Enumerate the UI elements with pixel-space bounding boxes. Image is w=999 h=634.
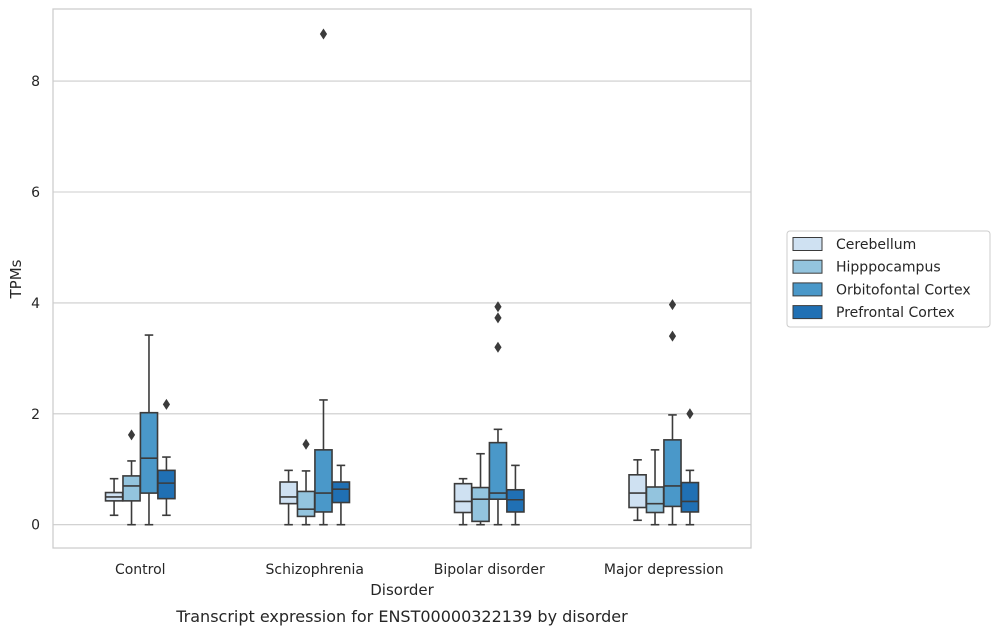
x-tick-label: Bipolar disorder bbox=[434, 562, 545, 578]
box-3-0 bbox=[628, 459, 647, 522]
box-iqr bbox=[331, 481, 351, 504]
y-tick-label: 0 bbox=[31, 518, 40, 534]
box-3-2 bbox=[663, 299, 682, 526]
box-1-1 bbox=[296, 438, 316, 526]
chart-caption: Transcript expression for ENST0000032213… bbox=[175, 607, 628, 626]
gridlines bbox=[53, 80, 751, 526]
box-iqr bbox=[506, 488, 525, 513]
outlier-point bbox=[668, 330, 677, 342]
outlier-point bbox=[494, 312, 502, 324]
outlier-point bbox=[668, 299, 677, 311]
y-tick-label: 6 bbox=[31, 185, 40, 201]
x-tick-label: Control bbox=[115, 562, 166, 578]
outlier-point bbox=[494, 301, 502, 313]
box-iqr bbox=[680, 481, 700, 513]
x-tick-label: Schizophrenia bbox=[266, 562, 364, 578]
box-plots bbox=[104, 28, 700, 526]
box-iqr bbox=[279, 481, 298, 505]
legend-label: Prefrontal Cortex bbox=[836, 305, 955, 321]
y-tick-label: 2 bbox=[31, 407, 40, 423]
box-iqr bbox=[157, 469, 176, 500]
box-2-2 bbox=[488, 301, 508, 526]
y-axis-label: TPMs bbox=[7, 259, 25, 299]
box-iqr bbox=[453, 482, 473, 514]
box-iqr bbox=[139, 411, 159, 494]
box-iqr bbox=[296, 490, 316, 518]
legend-swatch bbox=[792, 259, 823, 274]
box-1-2 bbox=[314, 28, 333, 526]
box-iqr bbox=[314, 449, 333, 513]
box-2-3 bbox=[506, 464, 525, 526]
outlier-point bbox=[686, 408, 694, 420]
outlier-point bbox=[302, 438, 310, 450]
x-axis-label: Disorder bbox=[370, 581, 434, 599]
y-tick-label: 8 bbox=[31, 74, 40, 90]
box-iqr bbox=[628, 474, 647, 509]
box-0-1 bbox=[122, 429, 141, 526]
x-tick-label: Major depression bbox=[604, 562, 724, 578]
box-1-0 bbox=[279, 469, 298, 526]
legend-swatch bbox=[792, 237, 823, 251]
box-2-1 bbox=[471, 452, 490, 526]
box-iqr bbox=[663, 439, 682, 508]
outlier-point bbox=[319, 28, 328, 40]
y-tick-labels: 0 2 4 6 8 bbox=[31, 74, 40, 534]
outlier-point bbox=[494, 341, 502, 353]
plot-frame bbox=[52, 8, 752, 549]
box-iqr bbox=[488, 441, 508, 501]
box-3-3 bbox=[680, 408, 700, 526]
legend: Cerebellum Hipppocampus Orbitofontal Corte… bbox=[786, 230, 991, 328]
legend-frame bbox=[786, 230, 991, 328]
box-3-1 bbox=[645, 449, 665, 526]
outlier-point bbox=[127, 429, 136, 441]
legend-label: Hipppocampus bbox=[836, 260, 941, 276]
y-tick-label: 4 bbox=[31, 296, 40, 312]
legend-label: Orbitofontal Cortex bbox=[836, 282, 971, 298]
box-1-3 bbox=[331, 464, 351, 526]
box-0-0 bbox=[104, 477, 124, 517]
box-iqr bbox=[471, 486, 490, 523]
x-tick-labels: Control Schizophrenia Bipolar disorder Majo… bbox=[115, 562, 724, 578]
box-0-2 bbox=[139, 334, 159, 526]
legend-label: Cerebellum bbox=[836, 237, 916, 253]
legend-swatch bbox=[792, 305, 823, 320]
box-iqr bbox=[645, 486, 665, 514]
box-0-3 bbox=[157, 398, 176, 517]
legend-swatch bbox=[792, 282, 823, 297]
outlier-point bbox=[162, 398, 171, 410]
box-iqr bbox=[122, 475, 141, 502]
box-2-0 bbox=[453, 477, 473, 526]
